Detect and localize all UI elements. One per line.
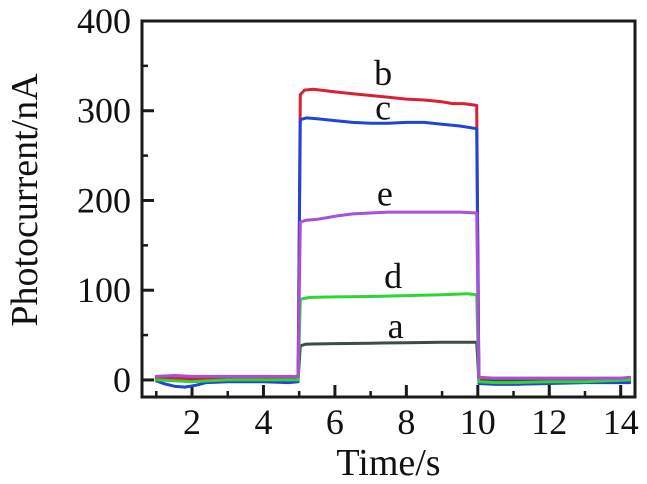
x-tick-label: 10 <box>460 402 496 442</box>
y-tick-label: 200 <box>77 180 131 220</box>
x-tick-label: 4 <box>254 402 272 442</box>
series-d-line <box>154 292 632 385</box>
y-axis-title: Photocurrent/nA <box>4 73 46 327</box>
y-tick-label: 400 <box>77 1 131 41</box>
series-e-line <box>154 210 632 380</box>
series-e-label: e <box>377 173 393 213</box>
x-tick-label: 6 <box>326 402 344 442</box>
series-c-label: c <box>375 87 391 127</box>
plot-frame <box>140 19 637 399</box>
x-tick-label: 12 <box>531 402 567 442</box>
series-c-line <box>154 116 632 389</box>
x-tick-label: 2 <box>183 402 201 442</box>
series-a-label: a <box>388 306 404 346</box>
series-d-label: d <box>384 256 402 296</box>
y-tick-label: 0 <box>113 360 131 400</box>
x-axis-title: Time/s <box>336 442 441 484</box>
x-tick-label: 8 <box>397 402 415 442</box>
series-b-label: b <box>374 53 392 93</box>
x-tick-label: 14 <box>603 402 639 442</box>
y-tick-label: 300 <box>77 91 131 131</box>
y-tick-label: 100 <box>77 270 131 310</box>
